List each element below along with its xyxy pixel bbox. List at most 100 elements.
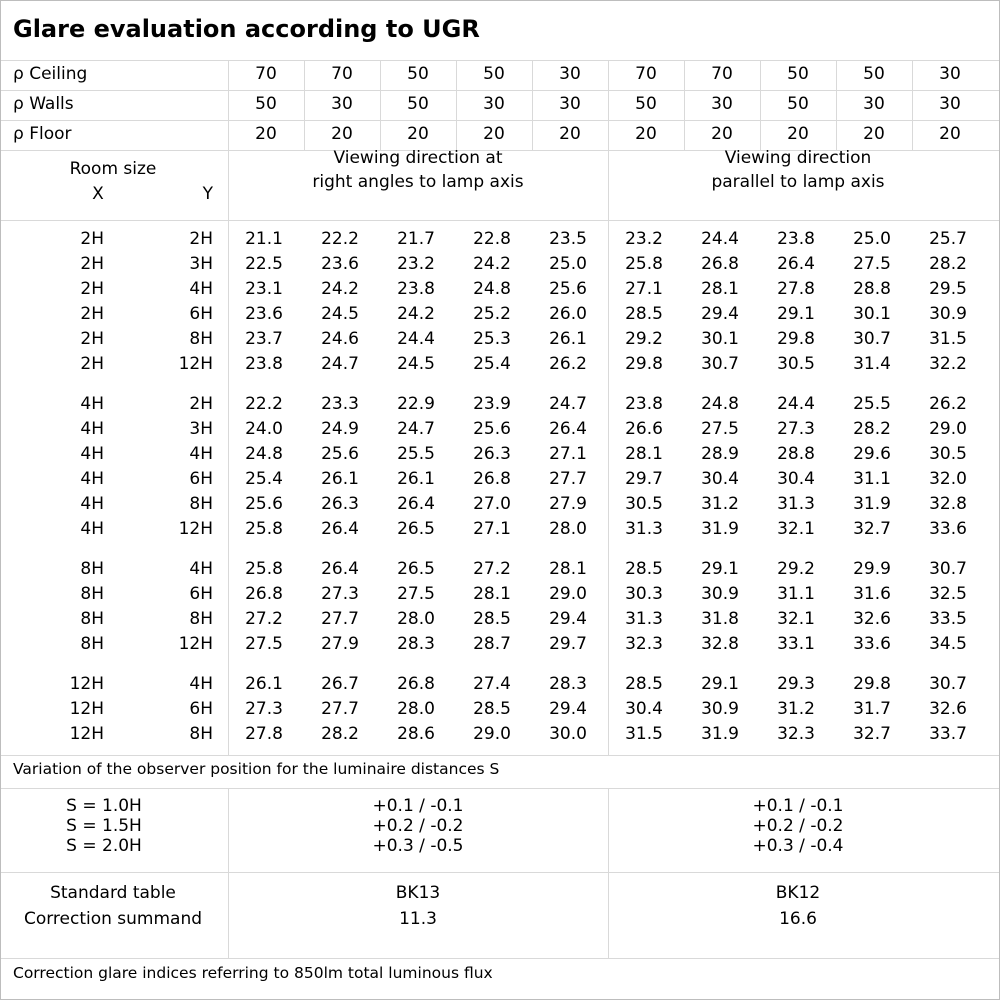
ugr-value: 24.4: [701, 229, 739, 249]
ugr-value: 23.8: [777, 229, 815, 249]
room-y-value: 4H: [189, 559, 213, 579]
ugr-value: 27.0: [473, 494, 511, 514]
room-y-value: 6H: [189, 699, 213, 719]
column-divider: [228, 60, 229, 150]
ugr-value: 29.0: [549, 584, 587, 604]
ugr-value: 23.2: [625, 229, 663, 249]
room-x-value: 2H: [80, 329, 104, 349]
ugr-value: 26.5: [397, 559, 435, 579]
spacing-label: S = 1.0H: [66, 796, 142, 816]
correction-summand-right-angles: 11.3: [399, 909, 437, 929]
ugr-value: 30.4: [701, 469, 739, 489]
ugr-value: 25.0: [853, 229, 891, 249]
room-y-value: 8H: [189, 724, 213, 744]
spacing-label: S = 2.0H: [66, 836, 142, 856]
room-y-value: 8H: [189, 609, 213, 629]
reflectance-ceiling-value: 70: [635, 64, 657, 84]
ugr-value: 27.5: [245, 634, 283, 654]
row-divider: [1, 755, 999, 756]
correction-summand-parallel: 16.6: [779, 909, 817, 929]
ugr-value: 33.7: [929, 724, 967, 744]
ugr-value: 26.8: [397, 674, 435, 694]
room-x-value: 2H: [80, 254, 104, 274]
ugr-value: 31.7: [853, 699, 891, 719]
ugr-value: 30.5: [625, 494, 663, 514]
ugr-value: 30.1: [701, 329, 739, 349]
ugr-value: 22.2: [321, 229, 359, 249]
room-x-label: X: [92, 184, 104, 204]
ugr-value: 28.3: [397, 634, 435, 654]
room-y-value: 4H: [189, 444, 213, 464]
room-x-value: 4H: [80, 494, 104, 514]
ugr-value: 27.8: [777, 279, 815, 299]
ugr-value: 26.7: [321, 674, 359, 694]
ugr-value: 29.1: [701, 674, 739, 694]
ugr-value: 31.6: [853, 584, 891, 604]
reflectance-walls-value: 30: [863, 94, 885, 114]
column-divider: [304, 60, 305, 150]
room-y-value: 12H: [178, 354, 213, 374]
ugr-value: 28.1: [473, 584, 511, 604]
column-divider: [608, 150, 609, 755]
reflectance-floor-value: 20: [483, 124, 505, 144]
ugr-value: 30.5: [777, 354, 815, 374]
ugr-value: 23.1: [245, 279, 283, 299]
column-divider: [228, 150, 229, 755]
ugr-value: 29.7: [549, 634, 587, 654]
ugr-value: 28.5: [625, 674, 663, 694]
reflectance-ceiling-value: 30: [939, 64, 961, 84]
ugr-value: 30.7: [929, 674, 967, 694]
ugr-value: 29.3: [777, 674, 815, 694]
reflectance-walls-value: 30: [711, 94, 733, 114]
reflectance-floor-value: 20: [255, 124, 277, 144]
ugr-value: 33.6: [929, 519, 967, 539]
ugr-value: 31.2: [777, 699, 815, 719]
ugr-value: 24.2: [397, 304, 435, 324]
ugr-value: 29.1: [701, 559, 739, 579]
ugr-value: 28.8: [777, 444, 815, 464]
ugr-value: 26.2: [929, 394, 967, 414]
ugr-value: 25.5: [853, 394, 891, 414]
column-divider: [836, 60, 837, 150]
column-divider: [608, 788, 609, 958]
column-divider: [380, 60, 381, 150]
column-divider: [912, 60, 913, 150]
ugr-value: 29.1: [777, 304, 815, 324]
room-size-label: Room size: [69, 159, 157, 179]
reflectance-walls-value: 30: [939, 94, 961, 114]
ugr-value: 23.8: [397, 279, 435, 299]
ugr-value: 26.1: [321, 469, 359, 489]
column-divider: [456, 60, 457, 150]
ugr-value: 24.7: [321, 354, 359, 374]
ugr-value: 29.6: [853, 444, 891, 464]
ugr-value: 31.4: [853, 354, 891, 374]
column-divider: [760, 60, 761, 150]
room-x-value: 2H: [80, 304, 104, 324]
ugr-value: 26.4: [321, 519, 359, 539]
ugr-value: 28.0: [397, 699, 435, 719]
ugr-value: 28.1: [625, 444, 663, 464]
room-x-value: 12H: [69, 724, 104, 744]
room-y-value: 12H: [178, 519, 213, 539]
reflectance-floor-value: 20: [331, 124, 353, 144]
reflectance-ceiling-value: 50: [407, 64, 429, 84]
ugr-value: 27.1: [549, 444, 587, 464]
room-y-value: 4H: [189, 674, 213, 694]
reflectance-floor-value: 20: [635, 124, 657, 144]
reflectance-ceiling-value: 30: [559, 64, 581, 84]
ugr-value: 30.4: [777, 469, 815, 489]
ugr-value: 32.0: [929, 469, 967, 489]
standard-table-label: Standard table: [50, 883, 176, 903]
column-divider: [228, 788, 229, 958]
ugr-value: 27.9: [549, 494, 587, 514]
room-x-value: 4H: [80, 444, 104, 464]
ugr-value: 30.4: [625, 699, 663, 719]
right-angles-header: Viewing direction at: [333, 148, 503, 168]
reflectance-ceiling-value: 50: [787, 64, 809, 84]
ugr-value: 30.7: [701, 354, 739, 374]
row-divider: [1, 872, 999, 873]
ugr-value: 24.5: [397, 354, 435, 374]
ugr-value: 25.6: [321, 444, 359, 464]
variation-parallel: +0.1 / -0.1: [752, 796, 844, 816]
reflectance-walls-value: 50: [407, 94, 429, 114]
